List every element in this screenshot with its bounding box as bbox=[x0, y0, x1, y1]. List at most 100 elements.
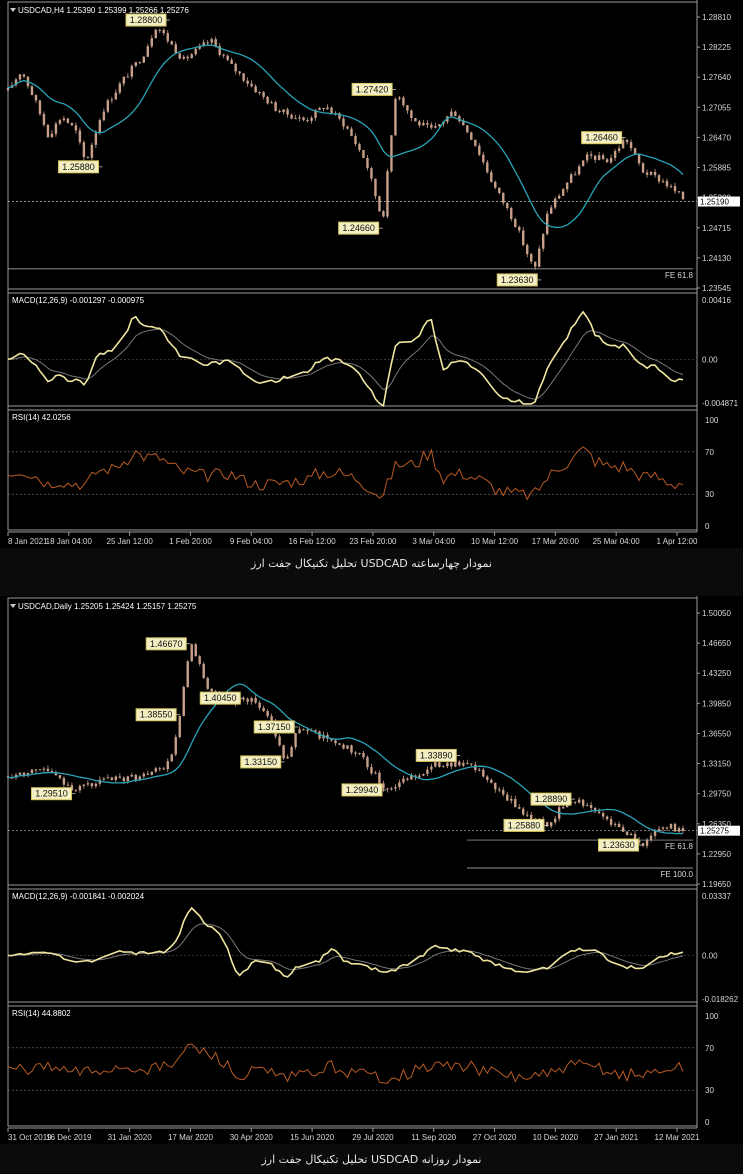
candle-body bbox=[542, 234, 545, 249]
candle-body bbox=[306, 120, 309, 122]
candle-body bbox=[549, 207, 553, 214]
candle-body bbox=[142, 56, 145, 63]
price-tick-label: 1.27055 bbox=[702, 103, 731, 112]
candle-body bbox=[486, 162, 489, 173]
candle-body bbox=[290, 747, 293, 757]
candle-body bbox=[66, 784, 70, 786]
candle-body bbox=[530, 814, 533, 820]
price-annotation-box bbox=[240, 755, 282, 769]
candle-body bbox=[150, 771, 153, 775]
candle-body bbox=[154, 768, 157, 772]
candle-body bbox=[126, 776, 130, 781]
collapse-triangle-icon bbox=[10, 8, 16, 12]
price-pane-frame bbox=[7, 1, 698, 294]
candle-body bbox=[266, 96, 269, 104]
price-annotation-label: 1.40450 bbox=[204, 693, 237, 703]
candle-body bbox=[278, 736, 281, 746]
macd-pane-frame bbox=[7, 288, 698, 411]
candle-body bbox=[338, 113, 341, 119]
time-tick-label: 27 Oct 2020 bbox=[473, 1133, 517, 1142]
candle-body bbox=[242, 698, 245, 700]
price-annotation-box bbox=[503, 818, 545, 832]
candle-body bbox=[398, 782, 401, 788]
candle-body bbox=[210, 39, 213, 43]
candle-body bbox=[629, 834, 633, 836]
candle-body bbox=[450, 762, 453, 767]
candle-body bbox=[122, 76, 126, 84]
rsi-line bbox=[7, 446, 684, 501]
candle-body bbox=[158, 768, 161, 770]
candle-body bbox=[130, 65, 134, 77]
price-tick-label: 1.33150 bbox=[702, 760, 731, 769]
candle-body bbox=[306, 729, 309, 732]
candle-body bbox=[6, 776, 10, 778]
price-tick-label: 1.28810 bbox=[702, 13, 731, 22]
fibonacci-extension-label: FE 61.8 bbox=[665, 842, 694, 851]
candle-body bbox=[526, 814, 529, 816]
candle-body bbox=[625, 140, 629, 143]
daily-chart-svg: USDCAD,Daily 1.25205 1.25424 1.25157 1.2… bbox=[6, 596, 740, 1142]
candle-body bbox=[366, 757, 369, 768]
candle-body bbox=[406, 105, 409, 111]
candle-body bbox=[326, 107, 329, 110]
candle-body bbox=[14, 79, 18, 86]
price-annotation-box bbox=[145, 637, 187, 651]
candle-body bbox=[42, 113, 46, 125]
fibonacci-extension-label: FE 100.0 bbox=[661, 870, 694, 879]
candle-body bbox=[302, 117, 305, 121]
candle-body bbox=[102, 111, 106, 121]
candle-body bbox=[378, 196, 381, 212]
candle-body bbox=[637, 153, 641, 164]
candle-body bbox=[38, 769, 42, 771]
candle-body bbox=[390, 135, 393, 172]
macd-bottom-label: -0.018262 bbox=[702, 995, 739, 1004]
candle-body bbox=[673, 823, 677, 832]
candle-body bbox=[342, 744, 345, 749]
candle-body bbox=[74, 125, 78, 131]
candle-body bbox=[134, 62, 138, 66]
candle-body bbox=[46, 768, 50, 772]
candle-body bbox=[581, 160, 585, 167]
candle-body bbox=[322, 734, 325, 739]
candle-body bbox=[657, 175, 661, 182]
price-tick-label: 1.26350 bbox=[702, 820, 731, 829]
candle-body bbox=[182, 56, 185, 59]
candle-body bbox=[474, 764, 477, 770]
time-tick-label: 31 Jan 2020 bbox=[108, 1133, 153, 1142]
current-price-box bbox=[698, 196, 740, 207]
time-tick-label: 29 Jul 2020 bbox=[352, 1133, 394, 1142]
candle-body bbox=[573, 174, 577, 176]
candle-body bbox=[398, 97, 401, 99]
candle-body bbox=[633, 148, 637, 154]
candle-body bbox=[338, 743, 341, 745]
candle-body bbox=[458, 116, 461, 122]
candle-body bbox=[422, 773, 425, 776]
candle-body bbox=[334, 740, 337, 744]
time-tick-label: 17 Mar 20:00 bbox=[532, 537, 580, 546]
rsi-level-label: 100 bbox=[705, 416, 719, 425]
price-annotation-label: 1.33890 bbox=[420, 750, 453, 760]
candle-body bbox=[518, 807, 521, 809]
candle-body bbox=[202, 42, 205, 46]
candle-body bbox=[94, 783, 98, 787]
candle-body bbox=[490, 172, 493, 182]
candle-body bbox=[677, 828, 681, 832]
candle-body bbox=[90, 783, 94, 787]
candle-body bbox=[589, 805, 593, 808]
candle-body bbox=[386, 171, 389, 217]
candle-body bbox=[78, 130, 82, 143]
candle-body bbox=[565, 182, 569, 190]
candle-body bbox=[502, 192, 505, 203]
price-tick-label: 1.25885 bbox=[702, 164, 731, 173]
candle-body bbox=[498, 789, 501, 791]
price-annotation-label: 1.25880 bbox=[62, 162, 95, 172]
candle-body bbox=[46, 124, 50, 138]
price-annotation-box bbox=[135, 708, 177, 722]
price-annotation-box bbox=[530, 792, 572, 806]
candle-body bbox=[617, 148, 621, 152]
candle-body bbox=[194, 644, 197, 657]
candle-body bbox=[601, 155, 605, 160]
candle-body bbox=[561, 807, 565, 809]
time-tick-label: 15 Jun 2020 bbox=[290, 1133, 335, 1142]
time-tick-label: 17 Mar 2020 bbox=[168, 1133, 213, 1142]
